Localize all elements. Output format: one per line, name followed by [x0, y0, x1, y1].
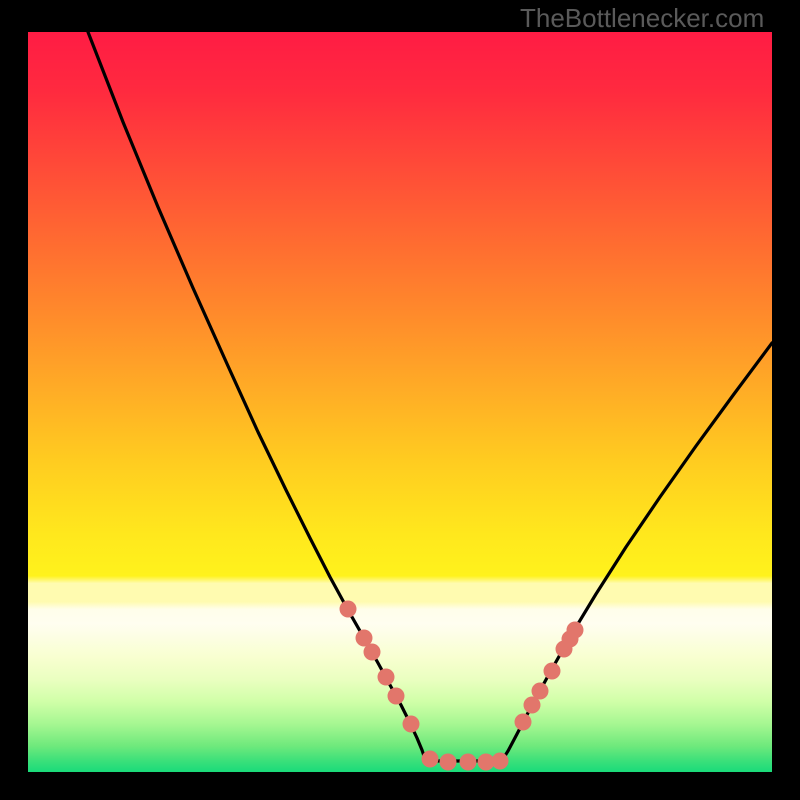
watermark-text: TheBottlenecker.com — [520, 3, 764, 34]
plot-area — [28, 32, 772, 772]
gradient-background — [28, 32, 772, 772]
